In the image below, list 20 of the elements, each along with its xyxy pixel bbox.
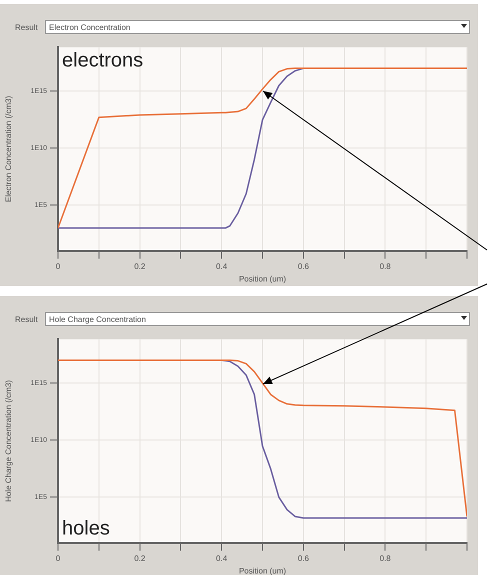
text: Result — [15, 315, 38, 324]
x-axis-title: Position (um) — [238, 566, 286, 575]
x-tick-label: 0.6 — [298, 554, 310, 563]
x-tick-label: 0.8 — [380, 554, 392, 563]
x-tick-label: 0.4 — [216, 262, 228, 271]
x-tick-label: 0.8 — [380, 262, 392, 271]
annotation: electrons — [62, 50, 144, 72]
x-tick-label: 0.2 — [134, 262, 146, 271]
x-tick-label: 0.6 — [298, 262, 310, 271]
chart-title: Electron Concentration — [49, 23, 130, 32]
annotation: holes — [62, 517, 110, 540]
y-axis-title: Electron Concentration (/cm3) — [4, 96, 14, 202]
text: Result — [15, 23, 38, 32]
x-tick-label: 0.4 — [216, 554, 228, 563]
y-axis-title: Hole Charge Concentration (/cm3) — [4, 380, 14, 502]
x-tick-label: 0 — [56, 262, 61, 271]
x-tick-label: 0 — [56, 554, 61, 563]
chart-title: Hole Charge Concentration — [49, 315, 146, 324]
x-axis-title: Position (um) — [238, 274, 286, 284]
x-tick-label: 0.2 — [134, 554, 146, 563]
